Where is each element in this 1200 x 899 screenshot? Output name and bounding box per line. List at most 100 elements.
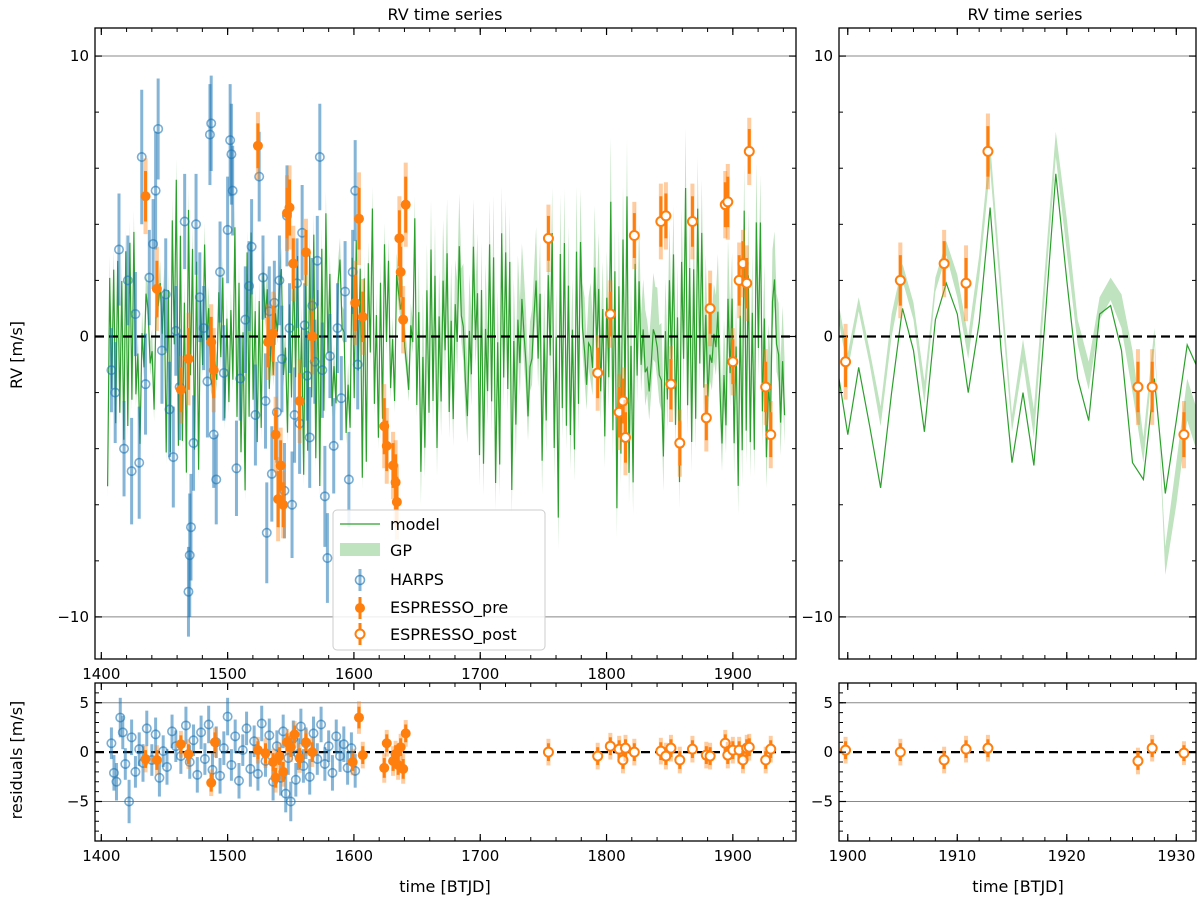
harps-point — [319, 747, 330, 781]
marker — [395, 742, 406, 753]
marker — [244, 281, 255, 292]
harps-point — [233, 762, 244, 799]
marker — [252, 768, 263, 779]
harps-point — [332, 283, 343, 373]
marker — [331, 731, 342, 742]
marker — [338, 739, 349, 750]
espresso-post-point — [760, 349, 772, 425]
marker — [317, 365, 328, 376]
espresso-post-point — [604, 280, 616, 348]
marker — [256, 718, 267, 729]
marker — [542, 232, 554, 244]
x-tick-label: 1400 — [82, 847, 120, 865]
y-tick-label: −10 — [57, 608, 89, 626]
espresso-pre-point — [294, 743, 305, 773]
espresso-pre-point — [357, 741, 368, 769]
espresso-post-point — [674, 409, 686, 477]
marker — [196, 727, 207, 738]
marker — [350, 297, 361, 308]
harps-point — [312, 215, 323, 306]
espresso-post-point — [1146, 734, 1158, 762]
marker — [250, 410, 261, 421]
marker — [199, 754, 210, 765]
marker — [263, 337, 274, 348]
y-tick-label: 10 — [70, 47, 89, 65]
harps-point — [180, 706, 191, 745]
marker — [264, 730, 275, 741]
marker — [289, 729, 300, 740]
marker — [353, 712, 364, 723]
marker — [1146, 742, 1158, 754]
marker — [150, 185, 161, 196]
espresso-pre-point — [183, 739, 194, 769]
espresso-post-point — [1132, 747, 1144, 775]
marker — [215, 770, 226, 781]
marker — [179, 216, 190, 227]
harps-point — [141, 710, 152, 747]
marker — [140, 754, 151, 765]
y-tick-label: −5 — [67, 793, 89, 811]
harps-point — [113, 193, 124, 306]
y-tick-label: 0 — [823, 743, 833, 761]
harps-point — [260, 353, 271, 449]
marker — [743, 145, 755, 157]
espresso-pre-point — [151, 246, 162, 331]
espresso-post-point — [655, 183, 667, 260]
espresso-pre-point — [252, 112, 263, 180]
marker — [357, 311, 368, 322]
espresso-pre-point — [275, 427, 286, 504]
x-tick-label: 1900 — [714, 847, 752, 865]
espresso-post-point — [1178, 741, 1190, 765]
harps-point — [208, 381, 219, 488]
marker — [700, 412, 712, 424]
harps-point — [304, 759, 315, 795]
marker — [400, 728, 411, 739]
marker — [760, 754, 772, 766]
espresso-post-point — [743, 733, 755, 761]
harps-point — [122, 235, 133, 326]
espresso-pre-point — [398, 754, 409, 784]
marker — [314, 152, 325, 163]
espresso-post-point — [686, 183, 698, 260]
harps-point — [222, 697, 233, 736]
marker — [840, 744, 852, 756]
marker — [119, 443, 130, 454]
espresso-pre-point — [395, 234, 406, 310]
y-tick-label: 5 — [823, 694, 833, 712]
marker — [628, 230, 640, 242]
marker — [278, 499, 289, 510]
marker — [175, 384, 186, 395]
espresso-post-point — [722, 164, 734, 240]
marker — [324, 351, 335, 362]
marker — [302, 370, 313, 381]
marker — [252, 140, 263, 151]
harps-point — [188, 724, 199, 757]
espresso-post-point — [704, 270, 716, 347]
espresso-pre-point — [379, 753, 390, 783]
harps-point — [340, 241, 351, 343]
marker — [722, 196, 734, 208]
marker — [260, 395, 271, 406]
x-tick-label: 1900 — [714, 665, 752, 683]
marker — [982, 742, 994, 754]
espresso-pre-point — [270, 762, 281, 793]
harps-point — [246, 199, 257, 295]
espresso-post-point — [619, 399, 631, 476]
harps-point — [153, 78, 164, 180]
harps-point — [206, 75, 217, 172]
harps-point — [150, 717, 161, 752]
axes-frame — [94, 27, 797, 660]
harps-point — [215, 758, 226, 794]
espresso-pre-point — [307, 737, 318, 767]
espresso-pre-point — [347, 748, 358, 776]
marker — [237, 745, 248, 756]
panel-residuals-main: −5 0 5 1400 1500 1600 1700 1800 1900 — [67, 682, 797, 865]
espresso-post-point — [727, 328, 739, 396]
espresso-post-point — [894, 738, 906, 766]
plot-area — [839, 55, 1196, 618]
marker — [316, 719, 327, 730]
harps-point — [148, 199, 159, 289]
espresso-post-point — [960, 245, 972, 322]
marker — [231, 463, 242, 474]
marker — [266, 468, 277, 479]
